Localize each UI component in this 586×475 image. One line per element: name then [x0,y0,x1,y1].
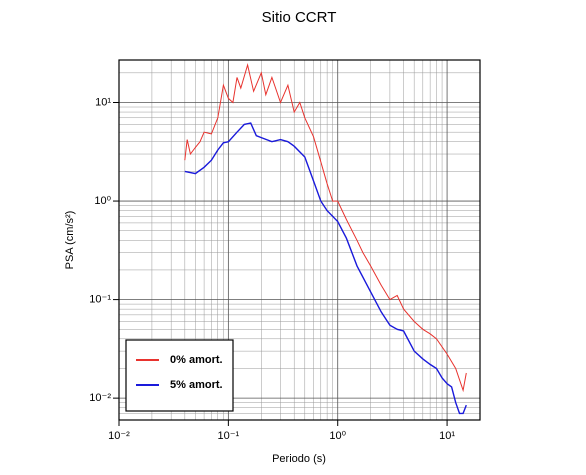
x-tick-label: 10⁻² [108,430,130,442]
series-line [184,122,467,415]
y-tick-label: 10¹ [95,96,111,108]
x-tick-label: 10¹ [439,430,455,442]
legend-label: 0% amort. [170,354,223,366]
x-tick-label: 10⁻¹ [218,430,240,442]
plot-frame [118,59,481,421]
y-axis-label: PSA (cm/s²) [64,211,76,270]
y-tick-label: 10⁻² [89,392,111,404]
legend-box [125,339,234,412]
series-line [184,63,467,393]
x-axis-label: Periodo (s) [272,453,326,465]
legend-label: 5% amort. [170,379,223,391]
chart-title: Sitio CCRT [262,9,337,26]
y-tick-label: 10⁻¹ [89,294,111,306]
y-tick-label: 10⁰ [94,195,111,207]
x-tick-label: 10⁰ [329,430,346,442]
